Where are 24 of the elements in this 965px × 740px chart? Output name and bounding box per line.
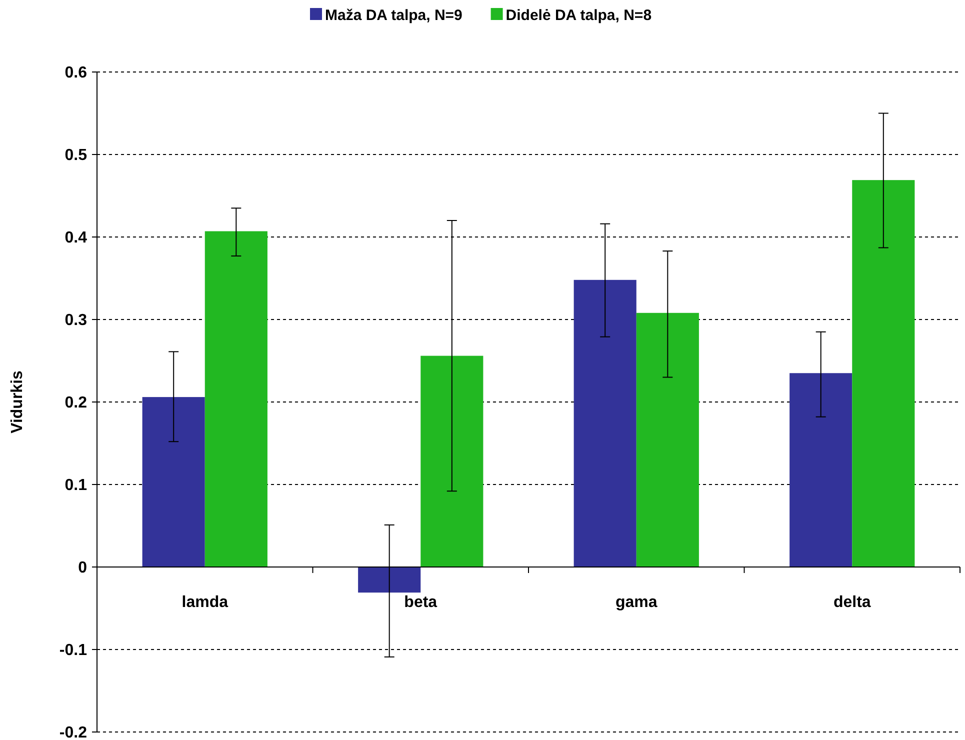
x-tick-label: gama bbox=[615, 594, 658, 611]
y-tick-label: 0.1 bbox=[64, 477, 88, 494]
y-tick-label: -0.2 bbox=[59, 724, 88, 740]
x-tick-label: delta bbox=[833, 594, 871, 611]
legend-label: Maža DA talpa, N=9 bbox=[325, 7, 462, 24]
y-tick-label: 0.2 bbox=[64, 394, 88, 412]
legend-label: Didelė DA talpa, N=8 bbox=[506, 7, 652, 24]
x-tick-label: lamda bbox=[182, 594, 228, 611]
bar bbox=[358, 567, 421, 593]
y-tick-label: -0.1 bbox=[59, 642, 88, 660]
bar bbox=[142, 397, 205, 567]
y-tick-label: 0 bbox=[78, 560, 88, 577]
y-tick-label: 0.5 bbox=[64, 147, 88, 164]
y-axis-title: Vidurkis bbox=[9, 370, 26, 434]
y-tick-label: 0.3 bbox=[64, 312, 88, 330]
x-tick-label: beta bbox=[404, 594, 438, 611]
bar bbox=[420, 356, 484, 567]
bar bbox=[204, 231, 268, 567]
bar bbox=[852, 180, 915, 567]
bar bbox=[636, 312, 699, 567]
bar bbox=[790, 373, 852, 567]
bar bbox=[574, 280, 636, 567]
y-tick-label: 0.6 bbox=[64, 64, 88, 82]
y-tick-label: 0.4 bbox=[64, 230, 88, 247]
